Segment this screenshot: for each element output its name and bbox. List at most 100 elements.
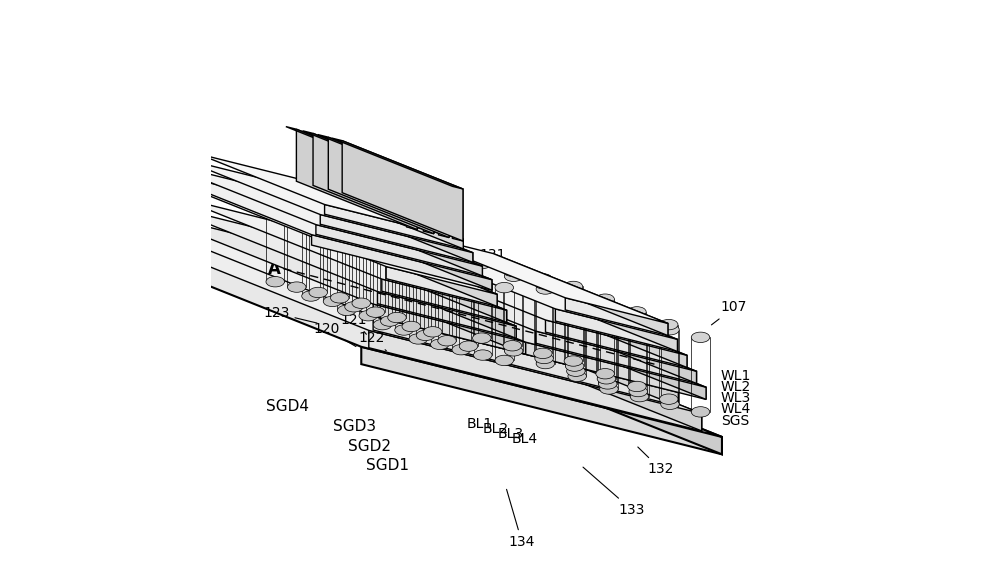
Ellipse shape [535, 353, 553, 364]
Polygon shape [373, 316, 678, 406]
Ellipse shape [337, 232, 356, 243]
Ellipse shape [359, 238, 377, 248]
Ellipse shape [402, 249, 420, 259]
Ellipse shape [534, 273, 552, 284]
Ellipse shape [600, 384, 618, 394]
Text: BL2: BL2 [483, 422, 509, 436]
Polygon shape [474, 282, 697, 383]
Ellipse shape [452, 272, 471, 282]
Ellipse shape [380, 316, 399, 326]
Ellipse shape [473, 258, 491, 269]
Polygon shape [306, 218, 497, 306]
Polygon shape [339, 238, 687, 355]
Ellipse shape [409, 334, 428, 344]
Text: A: A [669, 357, 682, 375]
Text: 133: 133 [583, 467, 645, 517]
Polygon shape [565, 298, 668, 336]
Ellipse shape [431, 266, 449, 277]
Polygon shape [536, 331, 697, 383]
Ellipse shape [630, 317, 649, 327]
Ellipse shape [309, 287, 327, 298]
Text: SGS: SGS [721, 414, 749, 428]
Text: BL1: BL1 [467, 417, 493, 431]
Ellipse shape [359, 310, 377, 321]
Ellipse shape [535, 279, 553, 289]
Polygon shape [317, 210, 492, 290]
Text: SGD3: SGD3 [333, 419, 376, 434]
Ellipse shape [661, 324, 679, 335]
Text: BL4: BL4 [512, 432, 538, 446]
Ellipse shape [503, 266, 522, 276]
Ellipse shape [366, 307, 385, 317]
Polygon shape [377, 291, 516, 338]
Polygon shape [75, 232, 722, 437]
Ellipse shape [596, 369, 614, 379]
Ellipse shape [459, 268, 478, 279]
Ellipse shape [345, 229, 363, 239]
Ellipse shape [597, 373, 616, 384]
Ellipse shape [628, 381, 646, 392]
Polygon shape [526, 342, 706, 399]
Ellipse shape [309, 214, 327, 225]
Ellipse shape [568, 371, 586, 381]
Polygon shape [407, 175, 417, 229]
Ellipse shape [302, 218, 320, 228]
Polygon shape [300, 228, 507, 323]
Ellipse shape [567, 366, 585, 376]
Ellipse shape [661, 399, 679, 409]
Text: SGD1: SGD1 [366, 458, 409, 473]
Polygon shape [480, 273, 687, 368]
Polygon shape [302, 131, 434, 181]
Ellipse shape [567, 291, 585, 302]
Polygon shape [328, 137, 449, 238]
Polygon shape [318, 135, 449, 186]
Ellipse shape [330, 292, 349, 303]
Polygon shape [493, 254, 668, 336]
Polygon shape [157, 161, 482, 266]
Ellipse shape [287, 209, 306, 220]
Polygon shape [313, 134, 434, 234]
Ellipse shape [568, 297, 586, 307]
Ellipse shape [564, 281, 583, 292]
Ellipse shape [323, 223, 342, 234]
Polygon shape [439, 183, 449, 238]
Polygon shape [155, 202, 516, 326]
Polygon shape [424, 291, 678, 406]
Ellipse shape [366, 234, 385, 244]
Text: 121: 121 [341, 313, 367, 334]
Polygon shape [555, 309, 677, 351]
Polygon shape [545, 320, 687, 368]
Ellipse shape [628, 307, 646, 317]
Ellipse shape [395, 325, 413, 335]
Ellipse shape [659, 394, 678, 405]
Text: WL1: WL1 [720, 369, 750, 383]
Ellipse shape [323, 296, 342, 306]
Ellipse shape [495, 355, 514, 366]
Text: 131: 131 [480, 249, 506, 268]
Polygon shape [313, 242, 697, 371]
Polygon shape [320, 214, 473, 262]
Polygon shape [386, 266, 497, 306]
Ellipse shape [597, 299, 616, 309]
Polygon shape [197, 154, 463, 239]
Ellipse shape [629, 386, 647, 397]
Ellipse shape [424, 254, 442, 264]
Text: 107: 107 [711, 301, 747, 325]
Polygon shape [286, 127, 417, 177]
Text: SGD4: SGD4 [266, 399, 309, 414]
Ellipse shape [266, 276, 284, 287]
Ellipse shape [630, 391, 649, 402]
Polygon shape [373, 304, 526, 354]
Ellipse shape [565, 361, 584, 371]
Ellipse shape [564, 356, 583, 366]
Ellipse shape [373, 247, 392, 257]
Ellipse shape [534, 348, 552, 358]
Ellipse shape [388, 312, 406, 323]
Polygon shape [294, 237, 516, 338]
Polygon shape [423, 179, 434, 234]
Ellipse shape [629, 312, 647, 322]
Ellipse shape [416, 330, 435, 340]
Ellipse shape [536, 358, 555, 369]
Text: SGD2: SGD2 [348, 439, 391, 454]
Ellipse shape [438, 263, 456, 273]
